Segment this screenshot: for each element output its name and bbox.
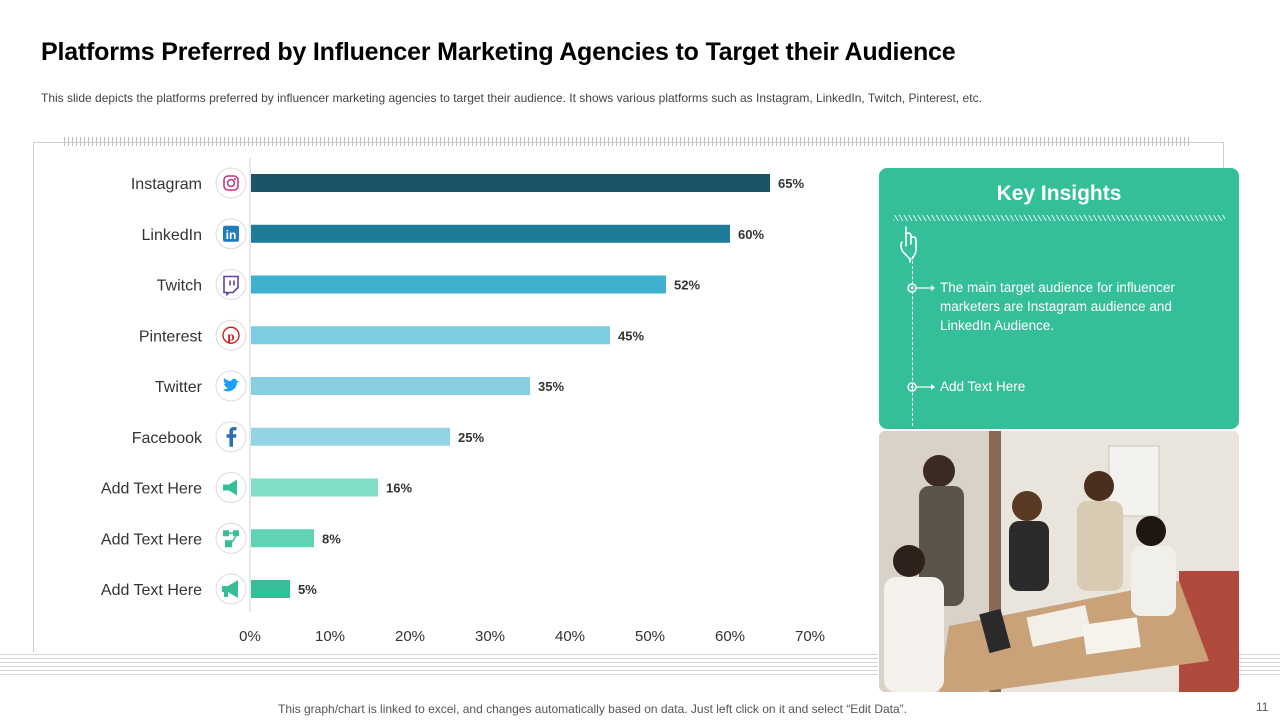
svg-text:p: p [227, 328, 234, 343]
value-label: 45% [618, 328, 644, 343]
megaphone-icon [215, 472, 247, 503]
slide-title: Platforms Preferred by Influencer Market… [41, 38, 956, 66]
pinterest-icon: p [215, 319, 247, 351]
bar-6[interactable] [251, 427, 450, 446]
category-label: Twitch [157, 278, 202, 295]
category-label: Add Text Here [101, 531, 202, 548]
bar-7[interactable] [251, 478, 378, 497]
bar-3[interactable] [251, 275, 666, 294]
bar-5[interactable] [251, 377, 530, 395]
bar-9[interactable] [251, 580, 290, 598]
x-tick-label: 70% [795, 628, 825, 645]
frame-right-border [1223, 142, 1224, 168]
x-tick-label: 0% [239, 628, 261, 645]
value-label: 60% [738, 227, 764, 242]
slide-subtitle: This slide depicts the platforms preferr… [41, 91, 982, 105]
category-label: Pinterest [139, 328, 203, 345]
value-label: 16% [386, 481, 412, 496]
insights-hatch-divider [893, 215, 1225, 221]
instagram-icon [215, 167, 247, 199]
x-tick-label: 40% [555, 628, 585, 645]
footer-note: This graph/chart is linked to excel, and… [278, 702, 907, 716]
decorative-lines-bottom-right [1239, 654, 1280, 676]
insight-text-1: The main target audience for influencer … [940, 280, 1175, 333]
category-label: Facebook [132, 430, 203, 447]
arrow-bullet-icon [907, 382, 935, 392]
network-icon [215, 522, 247, 554]
key-insights-panel: Key Insights The main target audience fo… [879, 168, 1239, 429]
category-label: LinkedIn [142, 227, 203, 244]
value-label: 25% [458, 430, 484, 445]
facebook-icon [215, 421, 247, 453]
twitch-icon [215, 269, 247, 300]
arrow-bullet-icon [907, 283, 935, 293]
x-tick-label: 30% [475, 628, 505, 645]
value-label: 35% [538, 379, 564, 394]
value-label: 5% [298, 582, 317, 597]
bar-2[interactable] [251, 224, 730, 243]
x-tick-label: 60% [715, 628, 745, 645]
value-label: 65% [778, 176, 804, 191]
decorative-lines-bottom [0, 654, 878, 676]
bar-4[interactable] [251, 326, 610, 345]
category-label: Add Text Here [101, 481, 202, 498]
x-tick-label: 10% [315, 628, 345, 645]
bar-chart[interactable]: 65% Instagram 60% LinkedIn in 52% Twitch 45% Pin… [0, 0, 870, 660]
pointing-hand-icon [900, 226, 917, 263]
category-label: Twitter [155, 379, 203, 396]
insights-timeline-line [912, 256, 913, 426]
category-label: Instagram [131, 176, 202, 193]
x-tick-label: 20% [395, 628, 425, 645]
insight-text-2: Add Text Here [940, 379, 1026, 394]
loudspeaker-icon [215, 573, 247, 605]
linkedin-icon: in [215, 218, 247, 250]
bar-1[interactable] [251, 174, 770, 192]
frame-left-border [33, 142, 34, 652]
twitter-icon [215, 370, 247, 402]
x-tick-label: 50% [635, 628, 665, 645]
value-label: 8% [322, 531, 341, 546]
team-meeting-photo [879, 431, 1239, 692]
svg-text:in: in [226, 228, 237, 242]
bar-8[interactable] [251, 529, 314, 548]
category-label: Add Text Here [101, 582, 202, 599]
page-number: 11 [1256, 700, 1269, 714]
decorative-hatch-top [64, 137, 1191, 146]
key-insights-title: Key Insights [996, 182, 1122, 205]
value-label: 52% [674, 278, 700, 293]
